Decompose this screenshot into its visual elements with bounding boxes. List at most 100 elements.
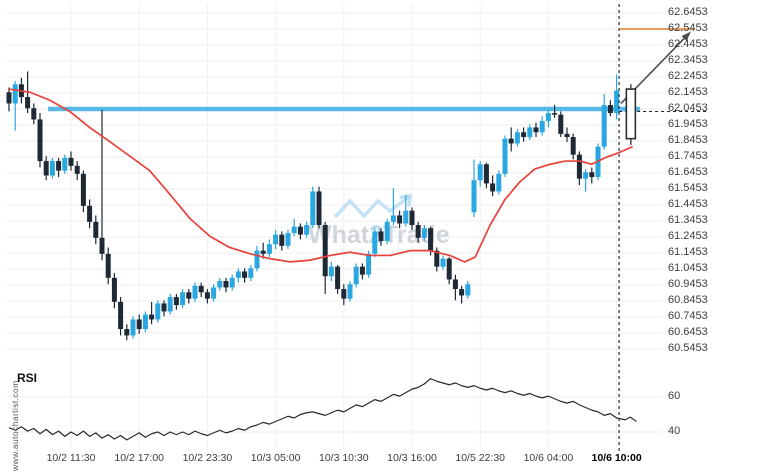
price-axis-label: 61.7453 bbox=[668, 150, 708, 162]
candle-up bbox=[539, 121, 545, 133]
candle-up bbox=[142, 314, 148, 330]
candle-down bbox=[607, 105, 613, 114]
time-axis-label: 10/2 23:30 bbox=[182, 452, 233, 464]
time-axis-label: 10/5 22:30 bbox=[455, 452, 506, 464]
candle-up bbox=[229, 277, 235, 288]
candle-down bbox=[459, 289, 465, 296]
candle-up bbox=[502, 138, 508, 174]
time-axis-label: 10/2 11:30 bbox=[46, 452, 96, 464]
candle-up bbox=[353, 266, 359, 285]
candle-up bbox=[291, 226, 297, 234]
price-axis-label: 62.2453 bbox=[668, 70, 708, 82]
candle-up bbox=[155, 303, 161, 320]
candle-down bbox=[118, 301, 124, 330]
candle-down bbox=[570, 137, 576, 155]
candle-up bbox=[372, 231, 378, 254]
candle-up bbox=[266, 244, 272, 254]
candle-down bbox=[279, 234, 285, 246]
candle-up bbox=[304, 225, 310, 235]
candle-down bbox=[483, 164, 489, 184]
candle-down bbox=[428, 228, 434, 251]
price-axis-label: 61.1453 bbox=[668, 246, 708, 258]
price-axis-label: 60.8453 bbox=[668, 294, 708, 306]
price-axis-label: 62.0453 bbox=[668, 102, 708, 114]
price-axis-label: 60.6453 bbox=[668, 326, 708, 338]
candle-down bbox=[297, 226, 303, 235]
candle-up bbox=[440, 258, 446, 267]
candle-up bbox=[248, 268, 254, 278]
candle-down bbox=[198, 285, 204, 293]
candle-up bbox=[285, 233, 291, 246]
price-axis-label: 60.5453 bbox=[668, 342, 708, 354]
time-axis-label: 10/2 17:00 bbox=[114, 452, 165, 464]
price-axis-label: 60.9453 bbox=[668, 278, 708, 290]
candle-down bbox=[105, 253, 111, 278]
candle-down bbox=[186, 292, 192, 299]
candle-down bbox=[397, 215, 403, 224]
candle-down bbox=[490, 183, 496, 192]
candle-down bbox=[223, 281, 229, 288]
candle-up bbox=[167, 297, 173, 312]
candle-down bbox=[260, 250, 266, 254]
price-axis-label: 61.5453 bbox=[668, 182, 708, 194]
candle-down bbox=[452, 279, 458, 290]
price-axis-label: 62.6453 bbox=[668, 6, 708, 18]
candle-down bbox=[378, 231, 384, 242]
candle-up bbox=[328, 266, 334, 277]
candle-up bbox=[471, 180, 477, 213]
candle-up bbox=[211, 287, 217, 299]
candle-down bbox=[43, 161, 49, 176]
candle-down bbox=[533, 127, 539, 133]
price-axis-label: 61.6453 bbox=[668, 166, 708, 178]
price-axis-label: 61.0453 bbox=[668, 262, 708, 274]
candle-down bbox=[99, 237, 105, 254]
candle-down bbox=[25, 97, 31, 109]
candle-down bbox=[242, 271, 248, 278]
candle-down bbox=[409, 210, 415, 226]
candle-up bbox=[235, 271, 241, 278]
candle-down bbox=[111, 277, 117, 302]
candle-up bbox=[545, 113, 551, 122]
candle-down bbox=[87, 205, 93, 222]
candle-up bbox=[192, 285, 198, 299]
candle-up bbox=[390, 215, 396, 222]
candle-down bbox=[589, 172, 595, 178]
candle-down bbox=[521, 132, 527, 138]
candle-down bbox=[149, 314, 155, 320]
watermark-logo-icon bbox=[334, 194, 412, 219]
price-axis-label: 60.7453 bbox=[668, 310, 708, 322]
candle-up bbox=[403, 210, 409, 224]
candle-down bbox=[204, 292, 210, 299]
candle-down bbox=[558, 114, 564, 134]
candle-up bbox=[496, 173, 502, 192]
time-axis-label: 10/3 05:00 bbox=[250, 452, 301, 464]
candle-down bbox=[335, 266, 341, 290]
candle-down bbox=[74, 165, 80, 174]
candle-up bbox=[583, 172, 589, 179]
price-axis-label: 61.4453 bbox=[668, 198, 708, 210]
candle-up bbox=[527, 127, 533, 138]
candle-up bbox=[601, 105, 607, 147]
candle-up bbox=[217, 281, 223, 288]
rsi-line bbox=[8, 378, 637, 441]
candle-down bbox=[136, 319, 142, 330]
candle-up bbox=[254, 250, 260, 269]
price-axis-label: 61.3453 bbox=[668, 214, 708, 226]
candle-up bbox=[477, 164, 483, 181]
candle-up bbox=[180, 292, 186, 306]
candle-down bbox=[508, 138, 514, 144]
price-axis-label: 61.8453 bbox=[668, 134, 708, 146]
candle-up bbox=[12, 84, 18, 104]
candle-down bbox=[446, 258, 452, 280]
candle-down bbox=[6, 92, 12, 104]
price-axis-label: 62.3453 bbox=[668, 54, 708, 66]
candle-up bbox=[62, 157, 68, 171]
candle-down bbox=[359, 266, 365, 275]
candle-down bbox=[124, 329, 130, 336]
candle-down bbox=[37, 119, 43, 162]
candle-down bbox=[93, 221, 99, 238]
candle-down bbox=[552, 113, 558, 115]
candle-up bbox=[347, 284, 353, 299]
candle-down bbox=[161, 303, 167, 312]
